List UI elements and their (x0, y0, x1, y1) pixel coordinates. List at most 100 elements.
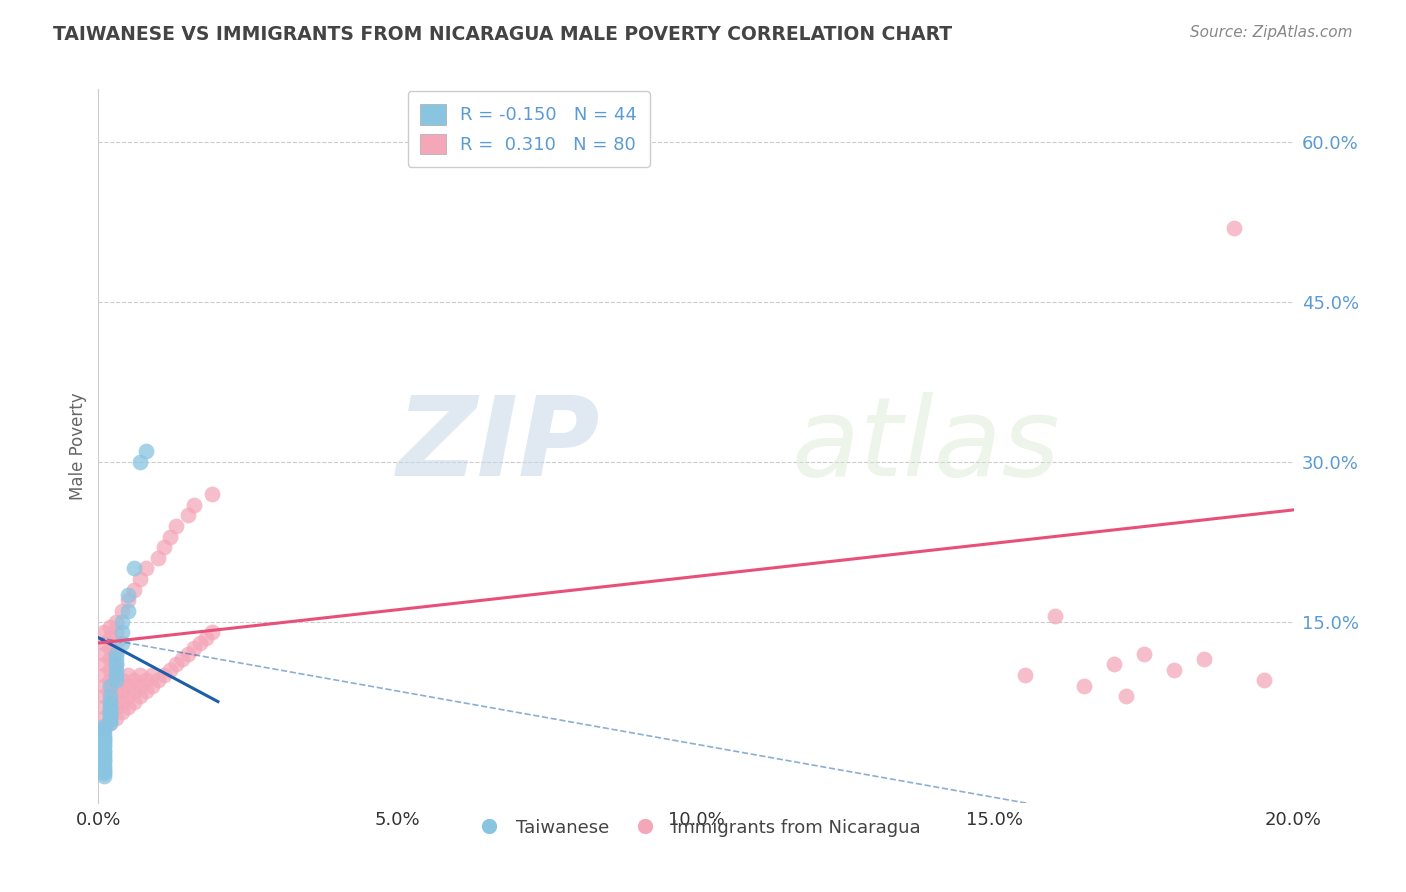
Point (93, 710, 115, 724)
Point (98, 707, 122, 722)
Point (124, 561, 146, 575)
Point (93, 742, 115, 756)
Point (111, 604, 134, 618)
Point (201, 487, 224, 501)
Point (135, 673, 157, 688)
Point (93, 690, 115, 704)
Point (105, 668, 128, 682)
Point (1163, 663, 1185, 677)
Point (93, 731, 115, 746)
Point (148, 550, 170, 565)
Point (93, 745, 115, 759)
Point (105, 668, 128, 682)
Point (98, 706, 122, 720)
Point (93, 762, 115, 776)
Point (1253, 673, 1275, 688)
Point (111, 684, 134, 698)
Point (98, 715, 122, 730)
Legend: Taiwanese, Immigrants from Nicaragua: Taiwanese, Immigrants from Nicaragua (464, 812, 928, 844)
Point (1014, 668, 1036, 682)
Point (124, 684, 146, 698)
Point (159, 529, 181, 543)
Point (124, 695, 146, 709)
Point (93, 647, 115, 661)
Point (93, 766, 115, 780)
Point (98, 684, 122, 698)
Text: atlas: atlas (792, 392, 1060, 500)
Point (183, 498, 205, 512)
Point (105, 652, 128, 666)
Point (201, 625, 224, 640)
Point (93, 726, 115, 740)
Point (111, 625, 134, 640)
Point (117, 690, 139, 704)
Point (172, 652, 194, 666)
Point (93, 764, 115, 778)
Text: Source: ZipAtlas.com: Source: ZipAtlas.com (1189, 25, 1353, 40)
Point (111, 706, 134, 720)
Point (98, 695, 122, 709)
Point (111, 673, 134, 688)
Point (105, 647, 128, 661)
Point (98, 710, 122, 724)
Point (105, 636, 128, 650)
Point (135, 561, 157, 575)
Point (105, 647, 128, 661)
Point (129, 455, 152, 469)
Point (93, 756, 115, 770)
Point (165, 657, 187, 672)
Point (105, 625, 128, 640)
Point (129, 679, 152, 693)
Point (129, 690, 152, 704)
Point (141, 679, 163, 693)
Point (111, 615, 134, 629)
Point (1115, 690, 1137, 704)
Point (195, 631, 218, 645)
Point (165, 519, 187, 533)
Y-axis label: Male Poverty: Male Poverty (69, 392, 87, 500)
Point (93, 769, 115, 783)
Point (1043, 609, 1066, 624)
Point (105, 710, 128, 724)
Point (93, 751, 115, 765)
Point (98, 620, 122, 634)
Text: ZIP: ZIP (396, 392, 600, 500)
Point (129, 668, 152, 682)
Point (124, 582, 146, 597)
Point (93, 636, 115, 650)
Point (98, 706, 122, 720)
Point (98, 695, 122, 709)
Point (153, 668, 176, 682)
Point (93, 679, 115, 693)
Point (93, 723, 115, 738)
Point (93, 625, 115, 640)
Point (188, 636, 211, 650)
Point (117, 668, 139, 682)
Point (93, 747, 115, 762)
Point (98, 652, 122, 666)
Point (183, 641, 205, 656)
Point (1192, 652, 1215, 666)
Point (93, 719, 115, 733)
Point (135, 444, 157, 458)
Point (153, 540, 176, 554)
Point (105, 673, 128, 688)
Point (105, 657, 128, 672)
Point (1133, 647, 1156, 661)
Point (148, 673, 170, 688)
Point (159, 663, 181, 677)
Point (105, 657, 128, 672)
Point (93, 739, 115, 754)
Point (98, 690, 122, 704)
Point (93, 753, 115, 767)
Point (105, 663, 128, 677)
Point (117, 593, 139, 607)
Point (111, 636, 134, 650)
Point (105, 615, 128, 629)
Point (105, 700, 128, 714)
Point (124, 673, 146, 688)
Point (117, 604, 139, 618)
Point (98, 702, 122, 716)
Point (177, 508, 200, 523)
Point (93, 700, 115, 714)
